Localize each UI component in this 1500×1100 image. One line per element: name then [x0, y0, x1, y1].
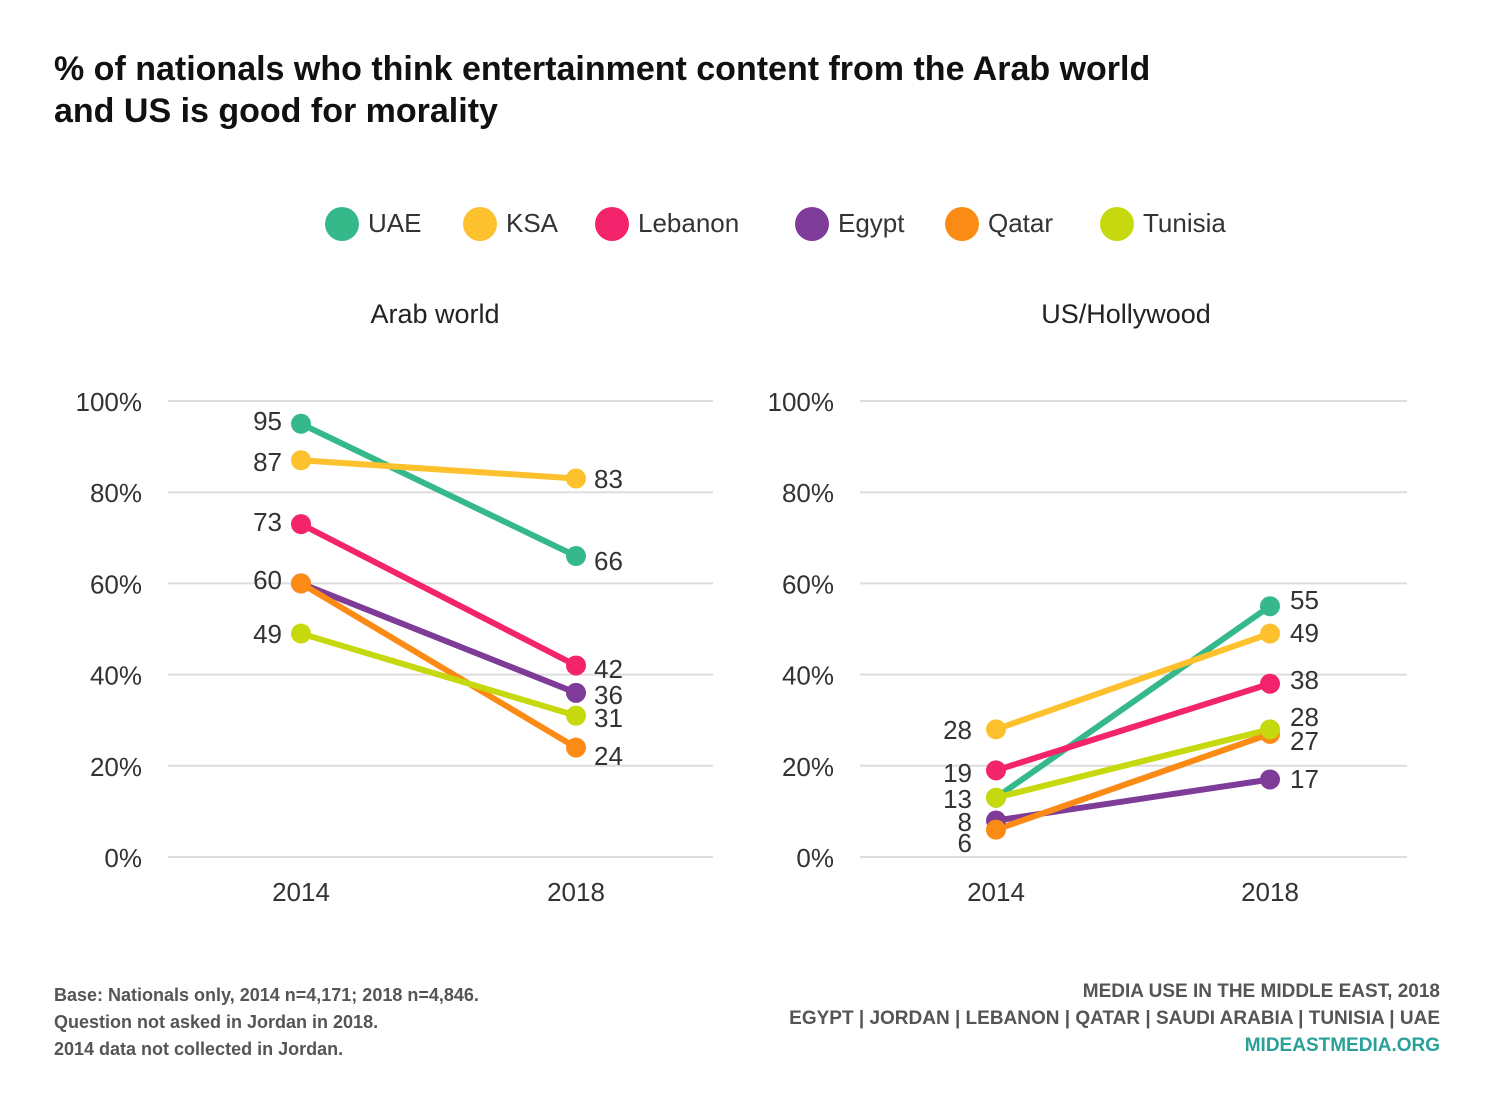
- legend-label-ksa: KSA: [506, 208, 559, 238]
- us-hollywood-point-uae-2018: [1260, 596, 1280, 617]
- footnotes: Base: Nationals only, 2014 n=4,171; 2018…: [54, 982, 479, 1063]
- us-hollywood-point-qatar-2014: [986, 819, 1006, 840]
- us-hollywood-series-line-qatar: [993, 730, 1273, 833]
- us-hollywood-series-line-ksa: [993, 630, 1273, 733]
- us-hollywood-point-lebanon-2014: [986, 760, 1006, 781]
- us-hollywood-series-line-tunisia: [993, 726, 1273, 801]
- arab-world-y-tick-label: 60%: [90, 569, 142, 599]
- legend-marker-ksa: [463, 207, 497, 241]
- us-hollywood-series-line-lebanon: [993, 680, 1273, 774]
- footnote-jordan-2018: Question not asked in Jordan in 2018.: [54, 1012, 379, 1032]
- legend-label-uae: UAE: [368, 208, 421, 238]
- arab-world-data-label-2018: 36: [594, 680, 623, 710]
- arab-world-x-tick-label: 2014: [272, 877, 330, 907]
- us-hollywood-data-label-2018: 27: [1290, 726, 1319, 756]
- us-hollywood-data-label-2014: 13: [943, 784, 972, 814]
- arab-world-x-tick-label: 2018: [547, 877, 605, 907]
- source-title: MEDIA USE IN THE MIDDLE EAST, 2018: [1082, 981, 1440, 1002]
- arab-world-y-tick-label: 40%: [90, 661, 142, 691]
- arab-world-y-tick-label: 0%: [104, 843, 142, 873]
- arab-world-data-label-2014: 49: [253, 619, 282, 649]
- arab-world-point-ksa-2018: [566, 468, 586, 489]
- legend-label-tunisia: Tunisia: [1143, 208, 1226, 238]
- us-hollywood-y-tick-label: 60%: [782, 569, 834, 599]
- legend-marker-uae: [325, 207, 359, 241]
- arab-world-point-uae-2014: [291, 413, 311, 434]
- footnote-base: Base: Nationals only, 2014 n=4,171; 2018…: [54, 985, 479, 1005]
- arab-world-y-tick-label: 100%: [76, 387, 143, 417]
- us-hollywood-data-label-2018: 17: [1290, 764, 1319, 794]
- us-hollywood-point-lebanon-2018: [1260, 673, 1280, 694]
- arab-world-series-line-ksa: [298, 457, 579, 482]
- arab-world-point-egypt-2018: [566, 682, 586, 703]
- arab-world-point-lebanon-2014: [291, 514, 311, 535]
- us-hollywood-panel-title: US/Hollywood: [1041, 299, 1211, 329]
- us-hollywood-x-tick-label: 2018: [1241, 877, 1299, 907]
- arab-world-point-tunisia-2018: [566, 705, 586, 726]
- arab-world-series-line-tunisia: [298, 630, 579, 719]
- footnote-jordan-2014: 2014 data not collected in Jordan.: [54, 1039, 344, 1059]
- us-hollywood-y-tick-label: 100%: [768, 387, 835, 417]
- us-hollywood-data-label-2014: 28: [943, 715, 972, 745]
- arab-world-data-label-2018: 31: [594, 703, 623, 733]
- arab-world-y-tick-label: 20%: [90, 752, 142, 782]
- us-hollywood-data-label-2014: 19: [943, 758, 972, 788]
- arab-world-data-label-2014: 73: [253, 507, 282, 537]
- arab-world-data-label-2014: 95: [253, 406, 282, 436]
- us-hollywood-data-label-2018: 38: [1290, 665, 1319, 695]
- source-url[interactable]: MIDEASTMEDIA.ORG: [1244, 1035, 1440, 1056]
- legend-marker-egypt: [795, 207, 829, 241]
- us-hollywood-point-egypt-2018: [1260, 769, 1280, 790]
- arab-world-panel-title: Arab world: [370, 299, 499, 329]
- source-countries: EGYPT | JORDAN | LEBANON | QATAR | SAUDI…: [789, 1008, 1440, 1029]
- arab-world-series-line-egypt: [298, 580, 579, 696]
- chart-title-line-2: and US is good for morality: [54, 92, 498, 130]
- arab-world-data-label-2018: 66: [594, 546, 623, 576]
- us-hollywood-point-tunisia-2018: [1260, 719, 1280, 740]
- arab-world-data-label-2018: 83: [594, 464, 623, 494]
- us-hollywood-data-label-2014: 8: [958, 807, 972, 837]
- legend-label-qatar: Qatar: [988, 208, 1053, 238]
- chart-title: % of nationals who think entertainment c…: [54, 48, 1354, 132]
- us-hollywood-point-ksa-2018: [1260, 623, 1280, 644]
- chart-title-line-1: % of nationals who think entertainment c…: [54, 50, 1151, 88]
- us-hollywood-y-tick-label: 40%: [782, 661, 834, 691]
- legend-marker-qatar: [945, 207, 979, 241]
- arab-world-series-line-uae: [298, 420, 579, 560]
- arab-world-point-lebanon-2018: [566, 655, 586, 676]
- us-hollywood-y-tick-label: 20%: [782, 752, 834, 782]
- arab-world-point-uae-2018: [566, 546, 586, 567]
- us-hollywood-point-ksa-2014: [986, 719, 1006, 740]
- us-hollywood-data-label-2018: 55: [1290, 585, 1319, 615]
- arab-world-point-ksa-2014: [291, 450, 311, 471]
- us-hollywood-x-tick-label: 2014: [967, 877, 1025, 907]
- arab-world-series-line-lebanon: [298, 521, 579, 669]
- arab-world-point-qatar-2018: [566, 737, 586, 758]
- legend-marker-tunisia: [1100, 207, 1134, 241]
- arab-world-data-label-2014: 87: [253, 447, 282, 477]
- us-hollywood-y-tick-label: 0%: [796, 843, 834, 873]
- us-hollywood-point-tunisia-2014: [986, 787, 1006, 808]
- legend-marker-lebanon: [595, 207, 629, 241]
- us-hollywood-data-label-2018: 28: [1290, 702, 1319, 732]
- us-hollywood-y-tick-label: 80%: [782, 478, 834, 508]
- source-credit: MEDIA USE IN THE MIDDLE EAST, 2018 EGYPT…: [789, 978, 1440, 1059]
- arab-world-data-label-2014: 60: [253, 565, 282, 595]
- legend-label-egypt: Egypt: [838, 208, 905, 238]
- arab-world-data-label-2018: 42: [594, 654, 623, 684]
- us-hollywood-data-label-2014: 6: [958, 828, 972, 858]
- us-hollywood-series-line-uae: [993, 603, 1273, 801]
- arab-world-data-label-2018: 24: [594, 741, 623, 771]
- us-hollywood-data-label-2018: 49: [1290, 618, 1319, 648]
- arab-world-point-tunisia-2014: [291, 623, 311, 644]
- arab-world-series-line-qatar: [298, 580, 579, 751]
- arab-world-y-tick-label: 80%: [90, 478, 142, 508]
- chart-canvas: UAE KSA Lebanon Egypt Qatar Tunisia Arab world…: [76, 207, 1407, 907]
- legend-label-lebanon: Lebanon: [638, 208, 739, 238]
- arab-world-point-qatar-2014: [291, 573, 311, 594]
